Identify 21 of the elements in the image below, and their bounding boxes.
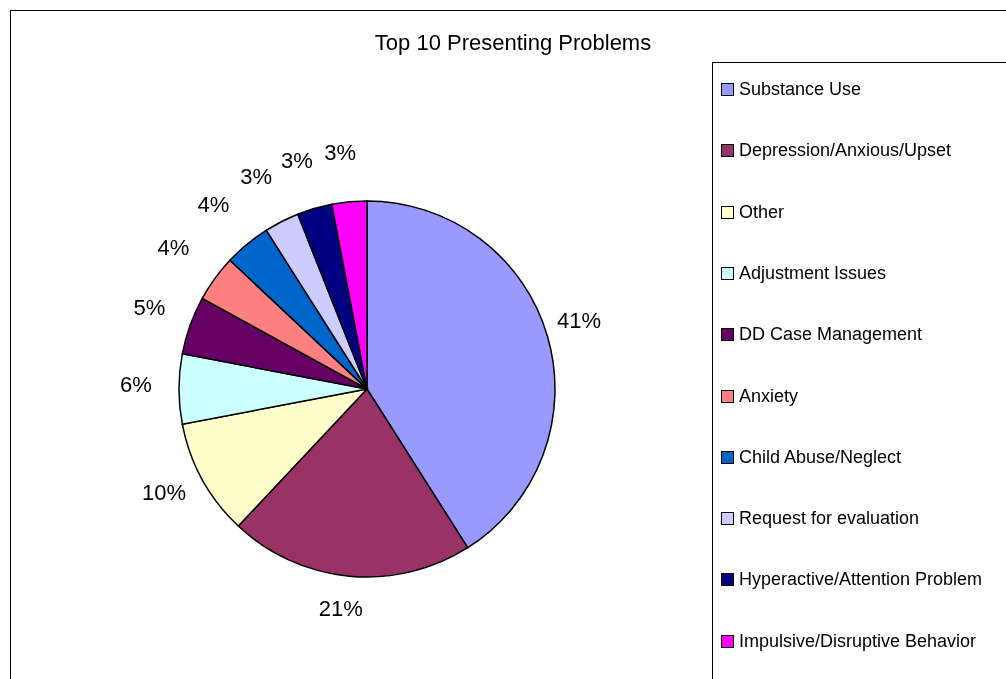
legend-label: Request for evaluation xyxy=(739,508,920,530)
legend-label: Anxiety xyxy=(739,385,799,407)
legend-label: Other xyxy=(739,201,785,223)
legend-label: Child Abuse/Neglect xyxy=(739,446,902,468)
chart-title: Top 10 Presenting Problems xyxy=(373,30,653,56)
legend-label: Adjustment Issues xyxy=(739,262,887,284)
data-label: 3% xyxy=(324,139,356,165)
legend-label: Substance Use xyxy=(739,79,862,100)
data-label: 3% xyxy=(240,163,273,189)
data-label: 41% xyxy=(557,308,602,334)
data-label: 4% xyxy=(157,234,190,260)
data-label: 4% xyxy=(197,191,230,217)
legend-label: Impulsive/Disruptive Behavior xyxy=(739,630,977,652)
data-label: 3% xyxy=(281,147,313,173)
legend-label: Hyperactive/Attention Problem xyxy=(739,569,983,591)
legend-label: DD Case Management xyxy=(739,324,923,346)
data-label: 6% xyxy=(120,371,152,397)
legend-label: Depression/Anxious/Upset xyxy=(739,140,952,162)
data-label: 5% xyxy=(133,294,166,320)
data-label: 10% xyxy=(141,480,186,506)
data-label: 21% xyxy=(318,596,363,622)
